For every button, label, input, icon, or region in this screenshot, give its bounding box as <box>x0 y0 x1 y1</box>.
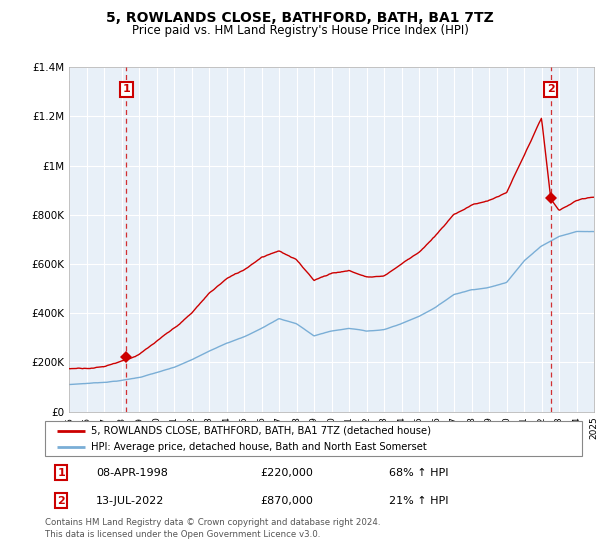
Text: 21% ↑ HPI: 21% ↑ HPI <box>389 496 448 506</box>
Text: 5, ROWLANDS CLOSE, BATHFORD, BATH, BA1 7TZ (detached house): 5, ROWLANDS CLOSE, BATHFORD, BATH, BA1 7… <box>91 426 431 436</box>
Text: 08-APR-1998: 08-APR-1998 <box>96 468 168 478</box>
Text: £220,000: £220,000 <box>260 468 313 478</box>
Text: 2: 2 <box>57 496 65 506</box>
Text: 1: 1 <box>57 468 65 478</box>
Text: 13-JUL-2022: 13-JUL-2022 <box>96 496 164 506</box>
Text: 5, ROWLANDS CLOSE, BATHFORD, BATH, BA1 7TZ: 5, ROWLANDS CLOSE, BATHFORD, BATH, BA1 7… <box>106 11 494 25</box>
Text: 68% ↑ HPI: 68% ↑ HPI <box>389 468 448 478</box>
Text: HPI: Average price, detached house, Bath and North East Somerset: HPI: Average price, detached house, Bath… <box>91 442 427 452</box>
Text: £870,000: £870,000 <box>260 496 313 506</box>
Text: Contains HM Land Registry data © Crown copyright and database right 2024.
This d: Contains HM Land Registry data © Crown c… <box>45 518 380 539</box>
Text: 1: 1 <box>122 85 130 94</box>
FancyBboxPatch shape <box>45 421 582 456</box>
Text: Price paid vs. HM Land Registry's House Price Index (HPI): Price paid vs. HM Land Registry's House … <box>131 24 469 36</box>
Text: 2: 2 <box>547 85 554 94</box>
